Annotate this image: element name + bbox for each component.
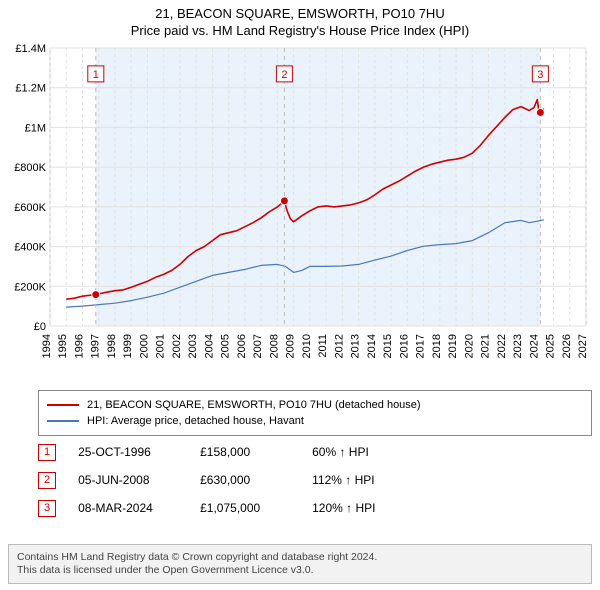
transaction-price: £1,075,000 (200, 494, 290, 522)
transaction-delta: 120% ↑ HPI (312, 494, 432, 522)
y-tick-label: £400K (14, 242, 46, 254)
x-tick-label: 2005 (220, 334, 232, 358)
x-tick-label: 1996 (73, 334, 85, 358)
transaction-delta: 60% ↑ HPI (312, 438, 432, 466)
x-tick-label: 2009 (285, 334, 297, 358)
footer-line-1: Contains HM Land Registry data © Crown c… (17, 551, 583, 564)
legend-label: HPI: Average price, detached house, Hava… (87, 413, 304, 429)
transaction-row: 1 25-OCT-1996 £158,000 60% ↑ HPI (38, 438, 592, 466)
transaction-row-marker: 1 (38, 444, 56, 461)
x-tick-label: 2015 (382, 334, 394, 358)
x-tick-label: 1998 (106, 334, 118, 358)
x-tick-label: 2024 (528, 334, 540, 358)
transaction-point (92, 291, 100, 299)
legend-swatch (47, 404, 79, 406)
y-tick-label: £1M (25, 122, 46, 134)
x-tick-label: 2027 (577, 334, 589, 358)
x-tick-label: 2008 (268, 334, 280, 358)
transaction-marker-number: 3 (537, 69, 543, 81)
transaction-row: 3 08-MAR-2024 £1,075,000 120% ↑ HPI (38, 494, 592, 522)
transaction-row-marker: 3 (38, 500, 56, 517)
x-tick-label: 2010 (301, 334, 313, 358)
x-tick-label: 2023 (512, 334, 524, 358)
legend-item: HPI: Average price, detached house, Hava… (47, 413, 583, 429)
x-tick-label: 2022 (496, 334, 508, 358)
y-tick-label: £0 (34, 321, 46, 333)
page-title: 21, BEACON SQUARE, EMSWORTH, PO10 7HU (0, 0, 600, 21)
y-tick-label: £600K (14, 202, 46, 214)
y-tick-label: £1.4M (15, 43, 46, 55)
x-tick-label: 2021 (480, 334, 492, 358)
x-tick-label: 2011 (317, 334, 329, 358)
x-tick-label: 2016 (398, 334, 410, 358)
transaction-date: 08-MAR-2024 (78, 494, 178, 522)
x-tick-label: 2017 (415, 334, 427, 358)
transaction-row-marker: 2 (38, 472, 56, 489)
transaction-price: £158,000 (200, 438, 290, 466)
x-tick-label: 2019 (447, 334, 459, 358)
x-tick-label: 2001 (155, 334, 167, 358)
transaction-point (536, 109, 544, 117)
transaction-date: 05-JUN-2008 (78, 466, 178, 494)
x-tick-label: 1999 (122, 334, 134, 358)
price-chart: £0 £200K £400K £600K £800K £1M £1.2M £1.4M 1994 1… (8, 42, 592, 382)
x-tick-label: 1994 (41, 334, 53, 358)
transaction-row: 2 05-JUN-2008 £630,000 112% ↑ HPI (38, 466, 592, 494)
transaction-marker-number: 2 (281, 69, 287, 81)
page-subtitle: Price paid vs. HM Land Registry's House … (0, 21, 600, 38)
x-tick-label: 2007 (252, 334, 264, 358)
legend-label: 21, BEACON SQUARE, EMSWORTH, PO10 7HU (d… (87, 397, 421, 413)
x-tick-label: 2006 (236, 334, 248, 358)
x-tick-label: 2014 (366, 334, 378, 358)
x-tick-label: 2003 (187, 334, 199, 358)
footer-line-2: This data is licensed under the Open Gov… (17, 564, 583, 577)
x-tick-label: 2018 (431, 334, 443, 358)
x-tick-label: 2000 (138, 334, 150, 358)
x-tick-label: 2020 (463, 334, 475, 358)
transaction-price: £630,000 (200, 466, 290, 494)
x-tick-label: 2026 (561, 334, 573, 358)
transaction-point (280, 197, 288, 205)
y-tick-label: £200K (14, 281, 46, 293)
y-tick-label: £1.2M (15, 83, 46, 95)
licence-footer: Contains HM Land Registry data © Crown c… (8, 544, 592, 584)
legend-item: 21, BEACON SQUARE, EMSWORTH, PO10 7HU (d… (47, 397, 583, 413)
transaction-date: 25-OCT-1996 (78, 438, 178, 466)
x-tick-label: 2002 (171, 334, 183, 358)
transaction-marker-number: 1 (93, 69, 99, 81)
transactions-table: 1 25-OCT-1996 £158,000 60% ↑ HPI 2 05-JUN-200… (38, 438, 592, 522)
x-tick-label: 1997 (90, 334, 102, 358)
legend-swatch (47, 420, 79, 422)
chart-legend: 21, BEACON SQUARE, EMSWORTH, PO10 7HU (d… (38, 390, 592, 436)
x-tick-label: 2013 (350, 334, 362, 358)
transaction-delta: 112% ↑ HPI (312, 466, 432, 494)
x-tick-label: 1995 (57, 334, 69, 358)
x-tick-label: 2012 (333, 334, 345, 358)
y-tick-label: £800K (14, 162, 46, 174)
x-tick-label: 2025 (545, 334, 557, 358)
x-tick-label: 2004 (203, 334, 215, 358)
